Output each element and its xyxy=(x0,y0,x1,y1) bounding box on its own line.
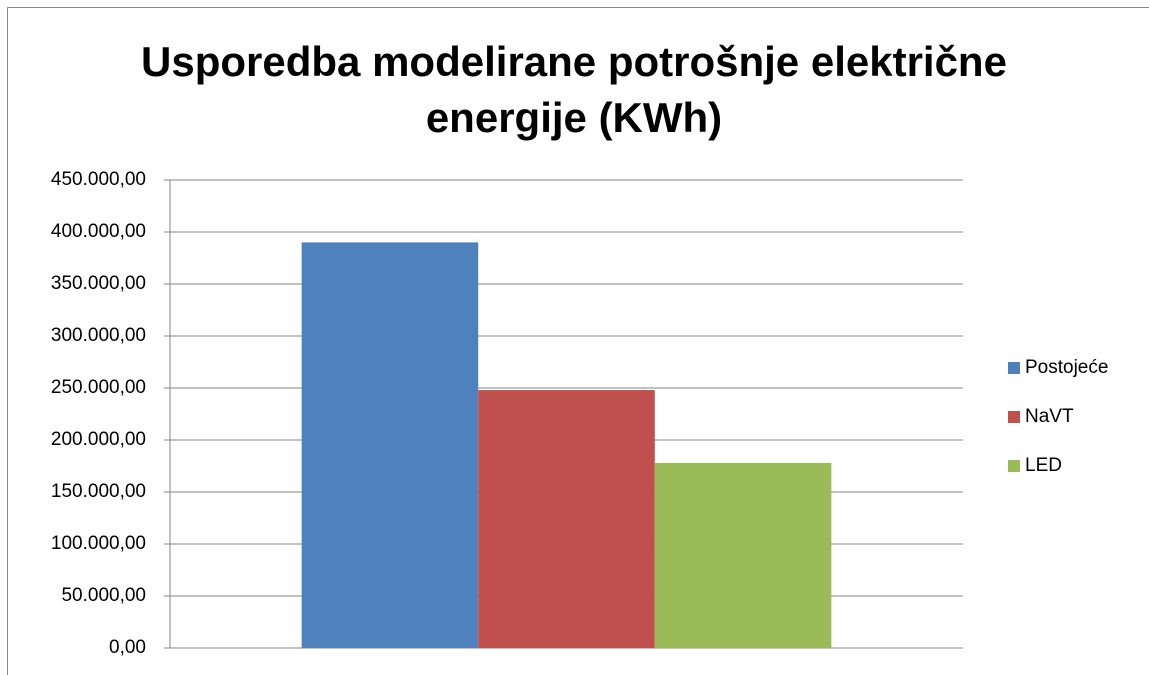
bar xyxy=(654,462,832,648)
legend-label: Postojeće xyxy=(1025,357,1108,378)
y-tick-label: 250.000,00 xyxy=(51,377,146,398)
y-tick-label: 450.000,00 xyxy=(51,169,146,190)
legend-label: NaVT xyxy=(1025,406,1074,427)
y-tick-label: 150.000,00 xyxy=(51,481,146,502)
legend-swatch xyxy=(1008,411,1020,423)
y-tick-label: 300.000,00 xyxy=(51,325,146,346)
y-tick-label: 400.000,00 xyxy=(51,221,146,242)
legend-swatch xyxy=(1008,460,1020,472)
y-tick-label: 200.000,00 xyxy=(51,429,146,450)
y-tick-label: 0,00 xyxy=(109,637,146,658)
bar xyxy=(301,242,479,648)
y-tick-label: 100.000,00 xyxy=(51,533,146,554)
legend-label: LED xyxy=(1025,455,1062,476)
y-tick-label: 50.000,00 xyxy=(61,585,146,606)
bar xyxy=(478,390,655,648)
chart-title: Usporedba modelirane potrošnje električn… xyxy=(141,38,1007,141)
legend-swatch xyxy=(1008,362,1020,374)
y-tick-label: 350.000,00 xyxy=(51,273,146,294)
